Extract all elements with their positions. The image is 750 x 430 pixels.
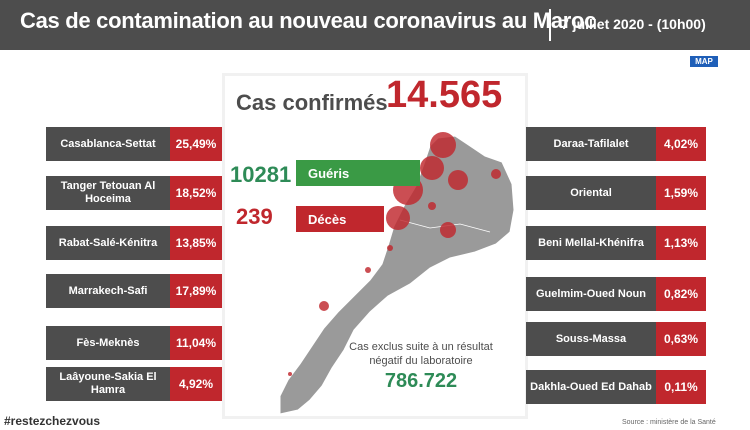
region-percent: 0,11% [656, 370, 706, 404]
marrakech-bubble [386, 206, 410, 230]
confirmed-label: Cas confirmés [236, 90, 388, 115]
source-note: Source : ministère de la Santé [622, 419, 716, 426]
region-name: Tanger Tetouan Al Hoceima [46, 176, 170, 210]
region-percent: 13,85% [170, 226, 222, 260]
region-percent: 4,02% [656, 127, 706, 161]
region-name: Beni Mellal-Khénifra [526, 226, 656, 260]
deaths-value: 239 [236, 204, 273, 229]
region-row: Laâyoune-Sakia El Hamra 4,92% [46, 367, 222, 401]
region-percent: 25,49% [170, 127, 222, 161]
recovered-label: Guéris [296, 160, 420, 186]
confirmed-value: 14.565 [386, 74, 503, 116]
souss-bubble [387, 245, 393, 251]
fes-bubble [448, 170, 468, 190]
region-row: Souss-Massa 0,63% [526, 322, 706, 356]
region-name: Laâyoune-Sakia El Hamra [46, 367, 170, 401]
region-row: Rabat-Salé-Kénitra 13,85% [46, 226, 222, 260]
region-row: Tanger Tetouan Al Hoceima 18,52% [46, 176, 222, 210]
region-row: Fès-Meknès 11,04% [46, 326, 222, 360]
morocco-shape [279, 135, 515, 415]
excluded-value: 786.722 [384, 370, 458, 392]
region-name: Guelmim-Oued Noun [526, 277, 656, 311]
rabat-bubble [420, 156, 444, 180]
region-row: Oriental 1,59% [526, 176, 706, 210]
map-logo: MAP [690, 56, 718, 67]
region-name: Casablanca-Settat [46, 127, 170, 161]
region-name: Dakhla-Oued Ed Dahab [526, 370, 656, 404]
excluded-text: Cas exclus suite à un résultat négatif d… [349, 341, 493, 367]
oriental-bubble [491, 169, 501, 179]
region-row: Guelmim-Oued Noun 0,82% [526, 277, 706, 311]
region-name: Rabat-Salé-Kénitra [46, 226, 170, 260]
header-bar: Cas de contamination au nouveau coronavi… [0, 0, 750, 50]
region-percent: 1,13% [656, 226, 706, 260]
daraa-bubble [440, 222, 456, 238]
region-percent: 0,82% [656, 277, 706, 311]
region-percent: 11,04% [170, 326, 222, 360]
region-percent: 0,63% [656, 322, 706, 356]
region-row: Dakhla-Oued Ed Dahab 0,11% [526, 370, 706, 404]
region-row: Beni Mellal-Khénifra 1,13% [526, 226, 706, 260]
tanger-bubble [430, 132, 456, 158]
region-name: Oriental [526, 176, 656, 210]
region-row: Casablanca-Settat 25,49% [46, 127, 222, 161]
laayoune-bubble [319, 301, 329, 311]
header-divider [549, 9, 551, 41]
header-date: 7 juillet 2020 - (10h00) [561, 16, 706, 32]
region-row: Marrakech-Safi 17,89% [46, 274, 222, 308]
hashtag: #restezchezvous [4, 414, 101, 428]
region-name: Daraa-Tafilalet [526, 127, 656, 161]
deaths-label: Décès [296, 206, 384, 232]
region-name: Souss-Massa [526, 322, 656, 356]
recovered-value: 10281 [230, 162, 292, 187]
region-percent: 4,92% [170, 367, 222, 401]
region-percent: 1,59% [656, 176, 706, 210]
region-percent: 18,52% [170, 176, 222, 210]
region-name: Fès-Meknès [46, 326, 170, 360]
dakhla-bubble [288, 372, 292, 376]
region-name: Marrakech-Safi [46, 274, 170, 308]
page-title: Cas de contamination au nouveau coronavi… [20, 8, 597, 33]
beni-mellal-bubble [428, 202, 436, 210]
guelmim-bubble [365, 267, 371, 273]
region-percent: 17,89% [170, 274, 222, 308]
region-row: Daraa-Tafilalet 4,02% [526, 127, 706, 161]
